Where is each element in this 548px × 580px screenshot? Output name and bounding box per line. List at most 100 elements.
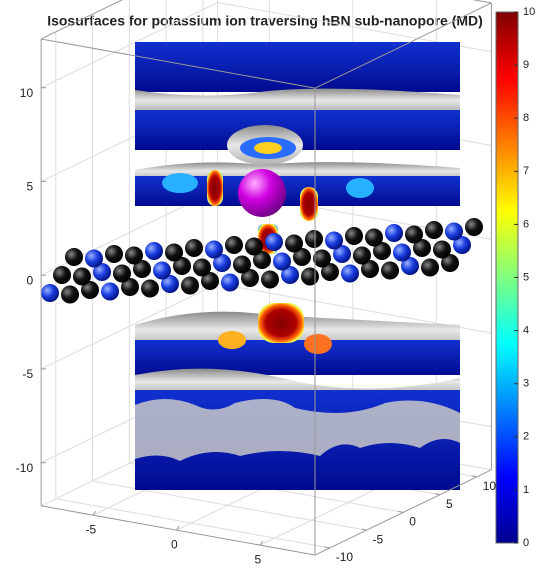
box-edge: [40, 0, 123, 40]
colorbar-tick-label: 4: [523, 325, 529, 337]
hbn-atom: [245, 237, 263, 256]
potassium-ion: [238, 169, 286, 217]
box-edge: [314, 2, 492, 89]
colorbar-tick-label: 10: [523, 6, 535, 18]
slab-surface: [135, 88, 460, 112]
hbn-atom: [253, 251, 271, 269]
hbn-atom: [241, 269, 259, 287]
hbn-atom: [185, 239, 203, 257]
hbn-atom: [325, 231, 343, 250]
hbn-atom: [201, 272, 219, 290]
hbn-atom: [181, 276, 199, 295]
density-slab: [135, 42, 460, 92]
hbn-atom: [145, 242, 163, 260]
hbn-atom: [161, 275, 179, 293]
hbn-atom: [393, 243, 411, 262]
x-tick: [259, 540, 264, 546]
hbn-atom: [381, 261, 399, 280]
hbn-atom: [401, 257, 419, 275]
hbn-atom: [125, 246, 143, 265]
hbn-atom: [53, 266, 71, 284]
hbn-atom: [425, 221, 443, 239]
box-edge: [472, 0, 492, 4]
hbn-atom: [421, 258, 439, 277]
box-edge: [314, 469, 492, 556]
chart-title: Isosurfaces for potassium ion traversing…: [47, 13, 483, 29]
x-tick-label: -5: [86, 522, 97, 536]
hbn-atom: [133, 260, 151, 278]
colorbar-tick-label: 2: [523, 431, 529, 443]
hbn-atom: [61, 285, 79, 304]
hbn-atom: [261, 270, 279, 289]
hbn-atom: [365, 228, 383, 247]
hbn-atom: [121, 278, 139, 296]
hbn-atom: [321, 263, 339, 281]
density-spot: [162, 173, 198, 193]
hbn-atom: [413, 239, 431, 257]
box-edge: [41, 505, 316, 556]
y-tick-label: 10: [483, 479, 497, 493]
hbn-atom: [65, 248, 83, 266]
slab-surface: [135, 368, 460, 395]
hbn-atom: [113, 264, 131, 283]
colorbar-tick-label: 9: [523, 59, 529, 71]
x-tick-label: 5: [255, 552, 262, 566]
hbn-atom: [465, 218, 483, 236]
isosurface-render: [41, 42, 483, 490]
hbn-atom: [301, 267, 319, 286]
colorbar-tick-label: 7: [523, 165, 529, 177]
hbn-atom: [221, 273, 239, 292]
slab-surface: [135, 399, 460, 461]
box-edge: [41, 38, 316, 89]
hbn-atom: [353, 246, 371, 265]
hbn-atom: [81, 281, 99, 299]
hbn-atom: [285, 234, 303, 253]
colorbar-tick-label: 0: [523, 537, 529, 549]
colorbar-tick-label: 5: [523, 271, 529, 283]
hbn-atom: [165, 243, 183, 262]
z-tick-label: 5: [26, 180, 33, 194]
z-tick-label: 10: [20, 86, 34, 100]
hbn-atom: [273, 252, 291, 271]
density-hotspot: [207, 170, 223, 206]
y-tick: [398, 510, 404, 513]
hbn-atom: [73, 267, 91, 286]
hbn-atom: [265, 233, 283, 251]
hbn-atom: [385, 224, 403, 242]
hbn-atom: [193, 258, 211, 277]
hbn-atom: [173, 257, 191, 275]
y-tick-label: -5: [372, 532, 383, 546]
x-tick: [92, 510, 97, 516]
hbn-atom: [233, 255, 251, 274]
y-tick-label: -10: [336, 550, 354, 564]
hbn-sheet: [41, 218, 483, 304]
hbn-atom: [361, 260, 379, 278]
z-tick-label: 0: [26, 273, 33, 287]
colorbar-tick-label: 1: [523, 484, 529, 496]
hbn-atom: [41, 284, 59, 302]
hbn-atom: [205, 240, 223, 259]
hbn-atom: [93, 263, 111, 281]
hbn-atom: [405, 225, 423, 244]
z-tick-label: -5: [22, 367, 33, 381]
hbn-atom: [293, 248, 311, 266]
x-tick: [175, 525, 180, 531]
density-hotspot: [300, 187, 318, 221]
density-hotspot: [258, 303, 304, 343]
density-spot: [218, 331, 246, 349]
colorbar-tick-label: 6: [523, 218, 529, 230]
x-tick-label: 0: [171, 537, 178, 551]
density-spot: [254, 142, 282, 154]
hbn-atom: [141, 279, 159, 298]
colorbar-tick-label: 8: [523, 112, 529, 124]
hbn-atom: [105, 245, 123, 263]
hbn-atom: [281, 266, 299, 284]
hbn-atom: [213, 254, 231, 272]
y-tick: [434, 493, 441, 496]
y-tick-label: 5: [446, 497, 453, 511]
hbn-atom: [305, 230, 323, 248]
hbn-atom: [345, 227, 363, 245]
density-spot: [304, 334, 332, 354]
